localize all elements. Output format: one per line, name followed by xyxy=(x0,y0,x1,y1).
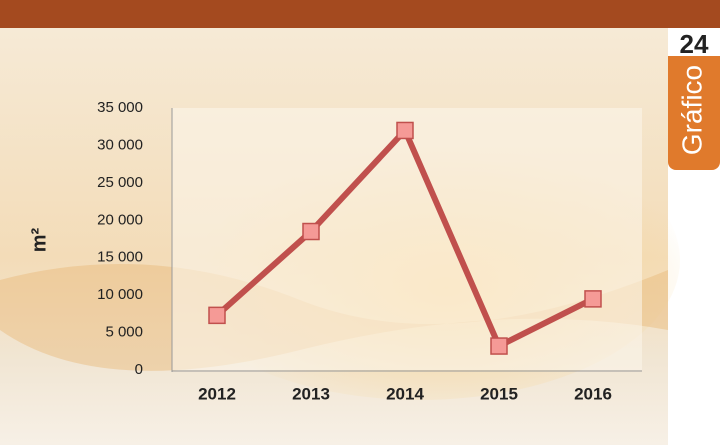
y-tick-label: 30 000 xyxy=(97,136,143,153)
badge-label: Gráfico xyxy=(676,65,707,155)
y-tick-label: 0 xyxy=(135,361,143,378)
x-tick-label: 2013 xyxy=(292,384,330,403)
marker xyxy=(303,224,319,240)
y-tick-label: 35 000 xyxy=(97,99,143,116)
y-tick-label: 25 000 xyxy=(97,174,143,191)
x-tick-label: 2015 xyxy=(480,384,518,403)
x-tick-label: 2014 xyxy=(386,384,424,403)
x-tick-label: 2016 xyxy=(574,384,612,403)
y-tick-label: 15 000 xyxy=(97,249,143,266)
y-tick-label: 10 000 xyxy=(97,286,143,303)
marker xyxy=(585,291,601,307)
chart: m² 24 Gráfico 0 5 000 10 000 15 000 20 000 25… xyxy=(0,0,720,445)
top-bar xyxy=(0,0,720,28)
marker xyxy=(209,307,225,323)
y-axis-label: m² xyxy=(28,227,50,252)
x-tick-label: 2012 xyxy=(198,384,236,403)
marker xyxy=(397,122,413,138)
marker xyxy=(491,338,507,354)
y-tick-label: 5 000 xyxy=(105,324,143,341)
y-tick-label: 20 000 xyxy=(97,211,143,228)
badge-number: 24 xyxy=(680,29,709,59)
plot-area xyxy=(172,108,642,370)
